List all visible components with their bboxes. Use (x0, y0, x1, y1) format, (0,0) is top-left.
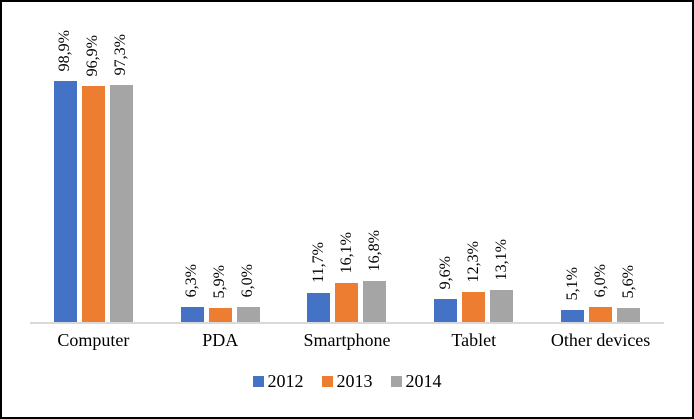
bar (53, 81, 77, 322)
bar (617, 308, 641, 322)
value-label: 6,0% (591, 263, 609, 297)
bar (561, 310, 585, 322)
value-label: 12,3% (464, 240, 482, 282)
bar-group: 98,9% 96,9% 97,3% (30, 2, 157, 322)
value-label: 97,3% (112, 33, 130, 75)
bar-group: 5,1% 6,0% 5,6% (537, 2, 664, 322)
bar-cell: 5,6% (617, 2, 641, 322)
value-label: 6,3% (183, 263, 201, 297)
bar (81, 86, 105, 322)
legend-series-name: 2012 (267, 371, 304, 391)
legend-item: 2012 (252, 371, 304, 391)
bar-cell: 98,9% (53, 2, 77, 322)
bar (307, 293, 331, 322)
category-label: PDA (202, 330, 239, 350)
bar (363, 281, 387, 322)
bar-group: 6,3% 5,9% 6,0% (157, 2, 284, 322)
bar (180, 307, 204, 322)
bar (490, 290, 514, 322)
bar-cell: 12,3% (462, 2, 486, 322)
bar-cell: 16,1% (335, 2, 359, 322)
category-label: Other devices (550, 330, 651, 350)
bar-cell: 5,9% (208, 2, 232, 322)
bar (208, 308, 232, 322)
category-axis-labels: Computer PDA Smartphone Tablet Other devices (30, 330, 664, 351)
value-label: 5,1% (563, 266, 581, 300)
bar-cell: 96,9% (81, 2, 105, 322)
legend-item: 2013 (321, 371, 373, 391)
value-label: 5,9% (211, 264, 229, 298)
value-label: 6,0% (239, 263, 257, 297)
bar (462, 292, 486, 322)
value-label: 16,8% (365, 229, 383, 271)
bar (434, 299, 458, 322)
bar-cell: 6,3% (180, 2, 204, 322)
legend: 2012 2013 2014 (2, 372, 692, 390)
value-label: 13,1% (492, 238, 510, 280)
bar (109, 85, 133, 322)
bar-cell: 5,1% (561, 2, 585, 322)
bar-cell: 13,1% (490, 2, 514, 322)
legend-swatch-icon (321, 375, 333, 387)
bar (589, 307, 613, 322)
value-label: 5,6% (619, 264, 637, 298)
legend-swatch-icon (390, 375, 402, 387)
x-axis-line (30, 322, 664, 324)
bar-cell: 6,0% (236, 2, 260, 322)
bar-cell: 6,0% (589, 2, 613, 322)
category-label: Tablet (451, 330, 497, 350)
category-label: Computer (57, 330, 130, 350)
bar-groups: 98,9% 96,9% 97,3% 6,3% 5,9% 6,0% 11,7% 16,1% 16,… (30, 2, 664, 322)
value-label: 11,7% (309, 242, 327, 283)
bar (236, 307, 260, 322)
bar-cell: 16,8% (363, 2, 387, 322)
legend-swatch-icon (252, 375, 264, 387)
bar-cell: 11,7% (307, 2, 331, 322)
bar-cell: 9,6% (434, 2, 458, 322)
bar-group: 9,6% 12,3% 13,1% (410, 2, 537, 322)
plot-area: 98,9% 96,9% 97,3% 6,3% 5,9% 6,0% 11,7% 16,1% 16,… (30, 2, 664, 322)
bar-cell: 97,3% (109, 2, 133, 322)
value-label: 16,1% (337, 231, 355, 273)
legend-series-name: 2013 (336, 371, 373, 391)
category-label: Smartphone (303, 330, 391, 350)
bar (335, 283, 359, 322)
value-label: 96,9% (84, 34, 102, 76)
value-label: 98,9% (56, 29, 74, 71)
legend-series-name: 2014 (405, 371, 442, 391)
bar-group: 11,7% 16,1% 16,8% (284, 2, 411, 322)
value-label: 9,6% (436, 255, 454, 289)
legend-item: 2014 (390, 371, 442, 391)
